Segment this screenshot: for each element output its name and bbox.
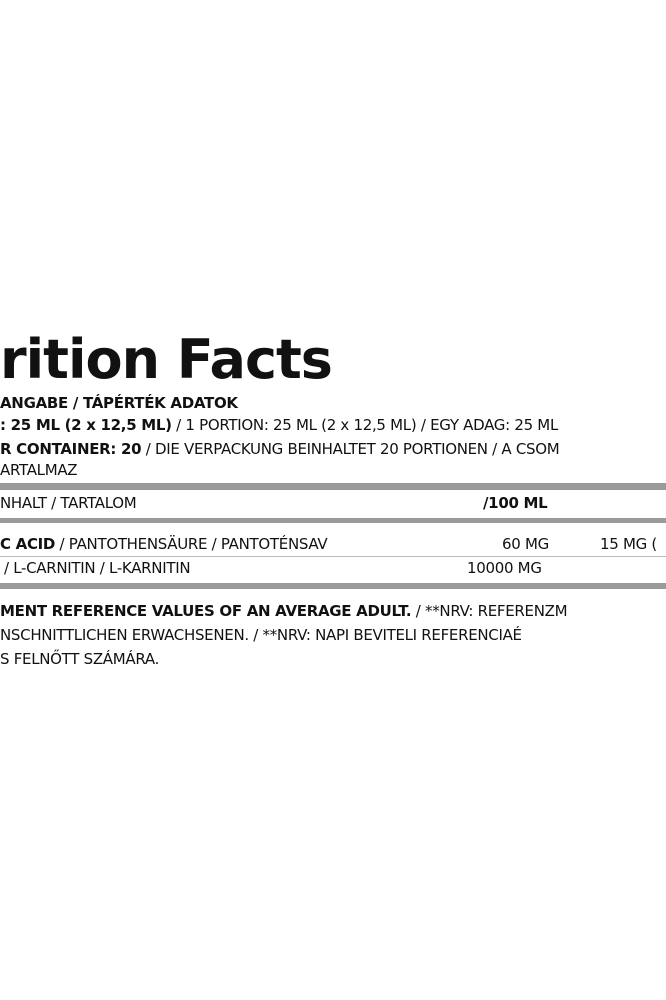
header-name: NHALT / TARTALOM [0, 494, 137, 512]
serving-bold: : 25 ML (2 x 12,5 ML) [0, 416, 172, 434]
row-serving: 15 MG ( [600, 535, 657, 553]
footnote-text: / **NRV: REFERENZM [411, 602, 568, 620]
serving-text: / 1 PORTION: 25 ML (2 x 12,5 ML) / EGY A… [171, 416, 559, 434]
footnote-line2: NSCHNITTLICHEN ERWACHSENEN. / **NRV: NAP… [0, 626, 522, 644]
row-name: / L-CARNITIN / L-KARNITIN [4, 559, 191, 577]
footnote-bold: MENT REFERENCE VALUES OF AN AVERAGE ADUL… [0, 602, 412, 620]
row-divider [0, 556, 666, 557]
header-per100: /100 ML [483, 494, 548, 512]
subtitle: ANGABE / TÁPÉRTÉK ADATOK [0, 394, 238, 412]
divider [0, 483, 666, 490]
divider [0, 518, 666, 523]
row-bold: C ACID [0, 535, 56, 553]
footnote-line: MENT REFERENCE VALUES OF AN AVERAGE ADUL… [0, 602, 568, 620]
container-text: / DIE VERPACKUNG BEINHALTET 20 PORTIONEN… [141, 440, 560, 458]
divider [0, 583, 666, 589]
container-bold: R CONTAINER: 20 [0, 440, 142, 458]
row-text: / PANTOTHENSÄURE / PANTOTÉNSAV [55, 535, 328, 553]
serving-line: : 25 ML (2 x 12,5 ML) / 1 PORTION: 25 ML… [0, 416, 558, 434]
row-per100: 60 MG [502, 535, 549, 553]
footnote-line3: S FELNŐTT SZÁMÁRA. [0, 650, 160, 668]
title: rition Facts [0, 328, 333, 391]
container-line: R CONTAINER: 20 / DIE VERPACKUNG BEINHAL… [0, 440, 560, 458]
row-per100: 10000 MG [467, 559, 542, 577]
row-text: / L-CARNITIN / L-KARNITIN [4, 559, 191, 577]
row-name: C ACID / PANTOTHENSÄURE / PANTOTÉNSAV [0, 535, 328, 553]
container-line2: ARTALMAZ [0, 461, 78, 479]
